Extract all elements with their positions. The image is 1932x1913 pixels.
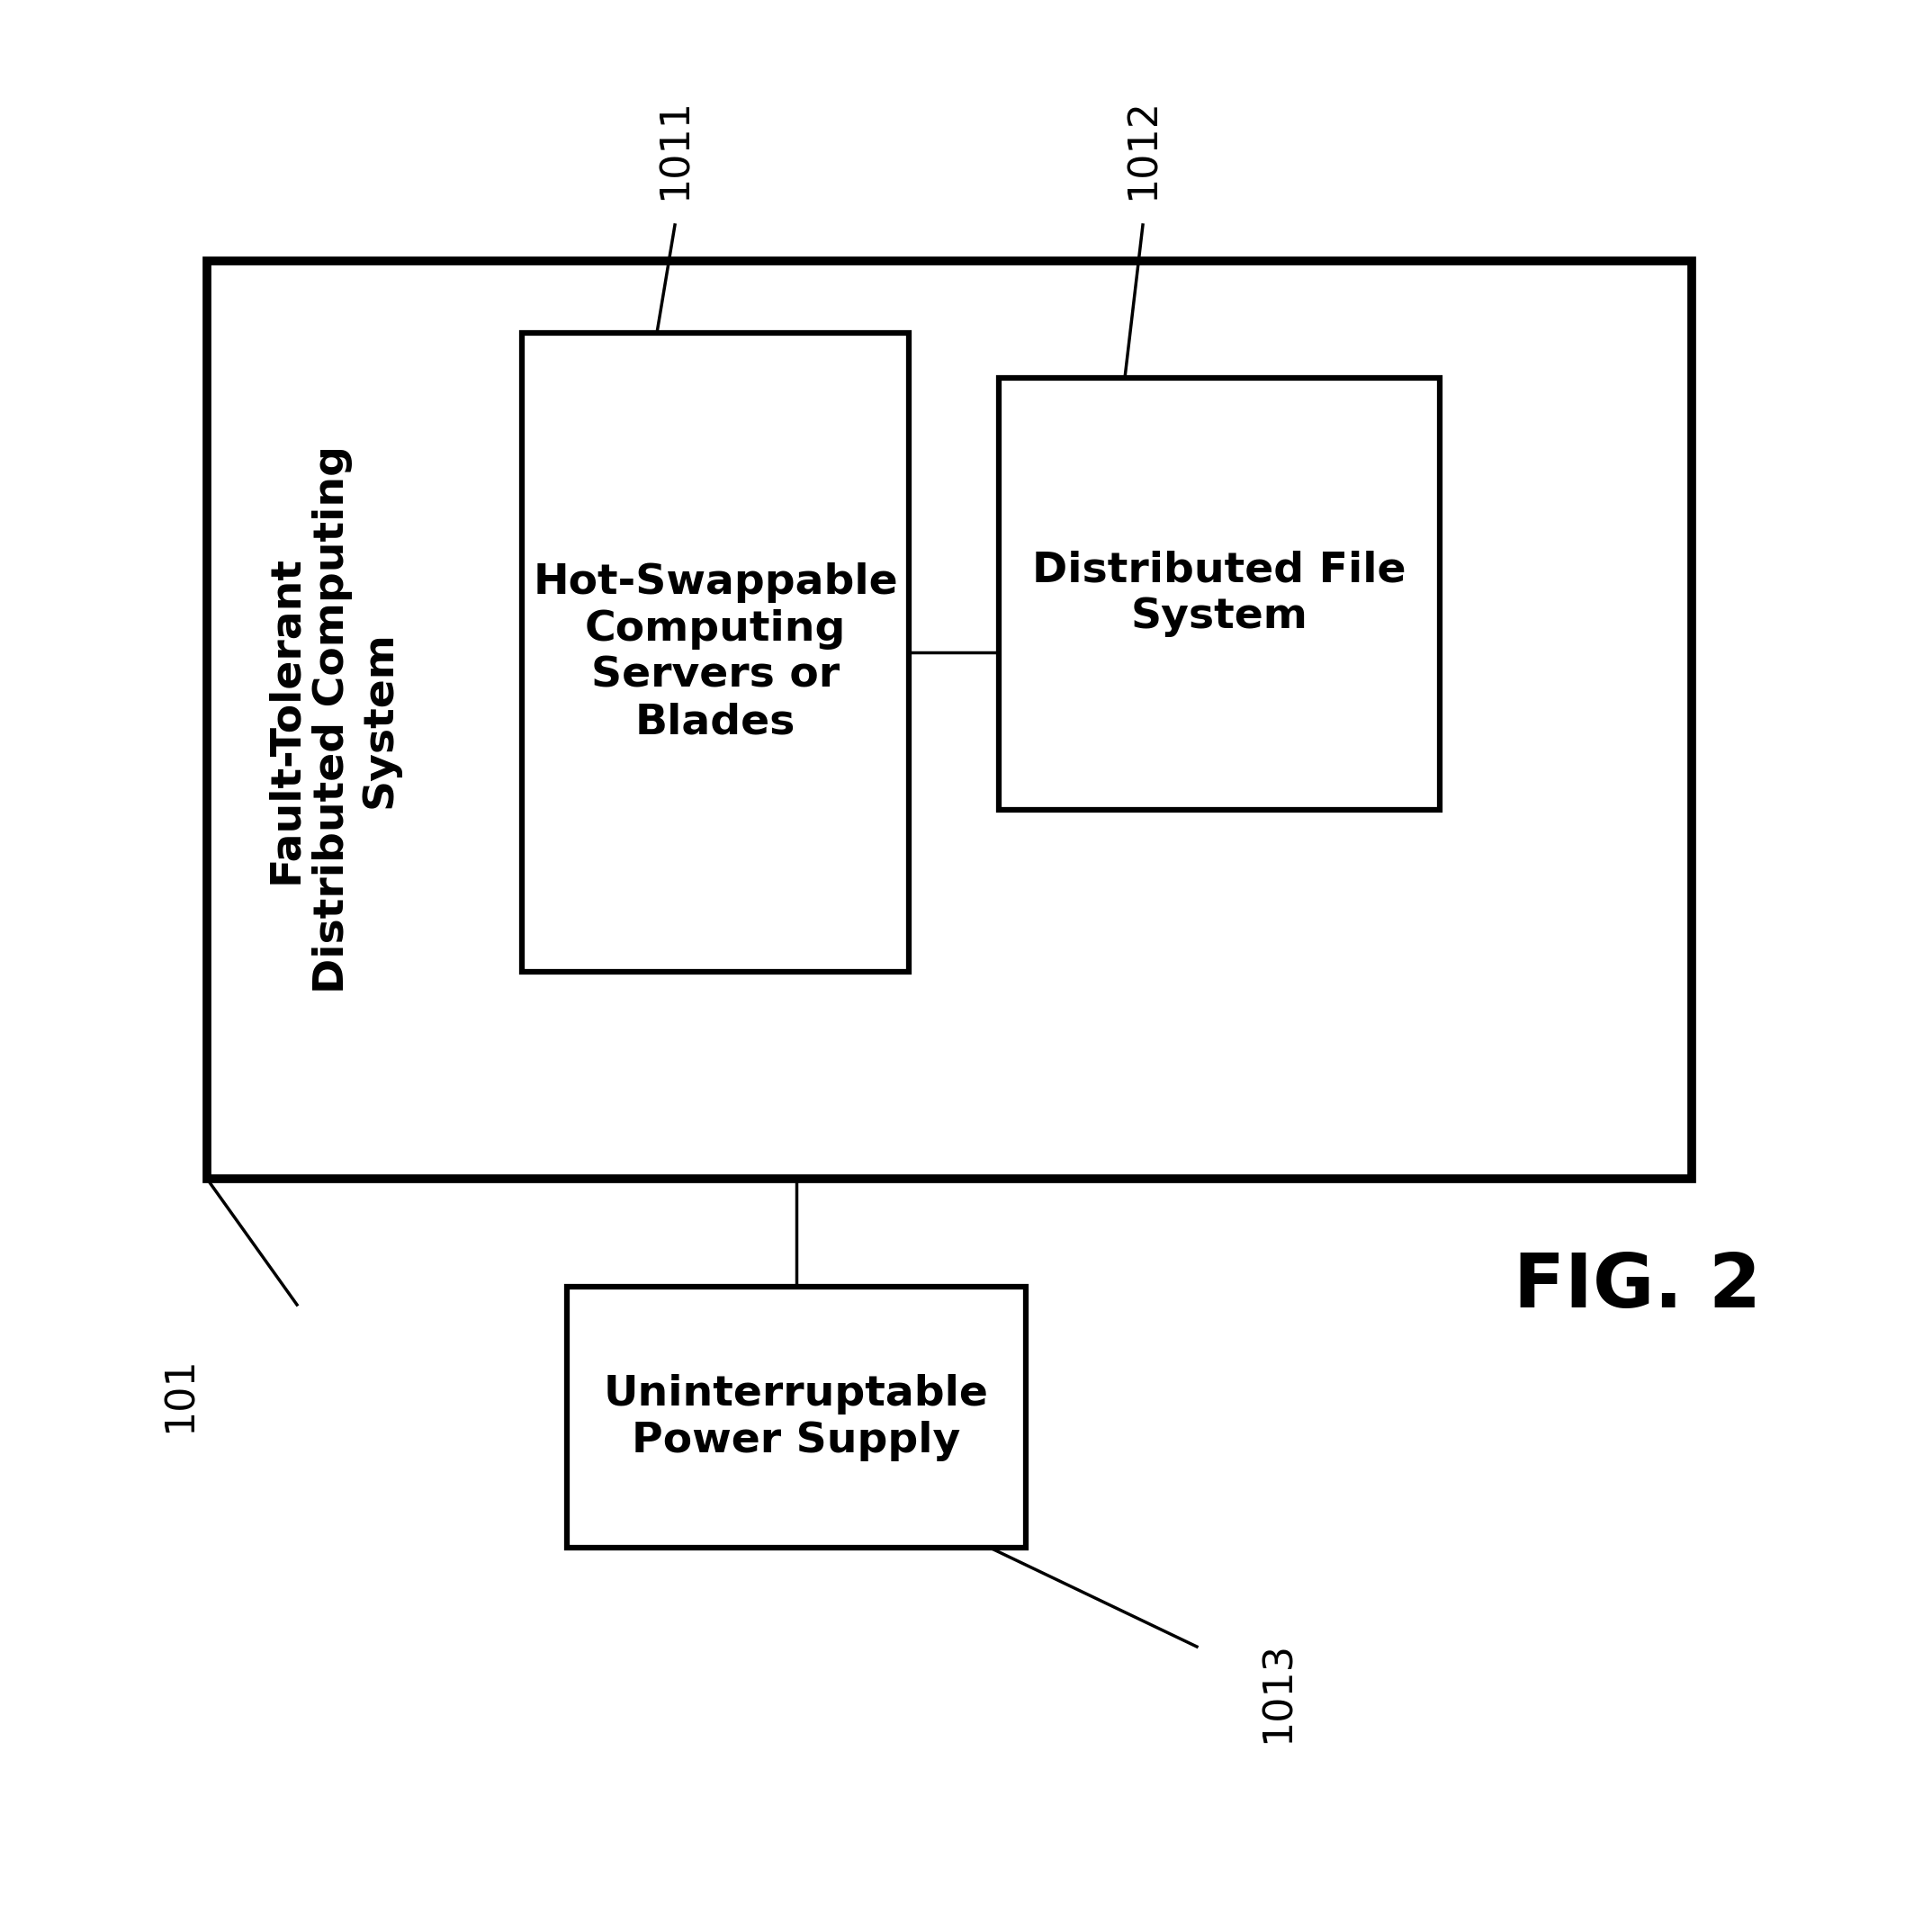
Text: 1013: 1013 (1258, 1641, 1296, 1743)
Bar (522, 333, 908, 972)
Bar (999, 379, 1439, 809)
Text: 101: 101 (160, 1356, 199, 1433)
Bar (566, 1287, 1026, 1548)
Bar (207, 260, 1692, 1178)
Text: Uninterruptable
Power Supply: Uninterruptable Power Supply (605, 1374, 989, 1462)
Text: Fault-Tolerant
Distributed Computing
System: Fault-Tolerant Distributed Computing Sys… (267, 446, 400, 995)
Text: Distributed File
System: Distributed File System (1032, 551, 1406, 637)
Text: FIG. 2: FIG. 2 (1515, 1251, 1762, 1324)
Text: 1011: 1011 (655, 98, 694, 199)
Text: Hot-Swappable
Computing
Servers or
Blades: Hot-Swappable Computing Servers or Blade… (533, 562, 898, 742)
Text: 1012: 1012 (1124, 98, 1163, 199)
